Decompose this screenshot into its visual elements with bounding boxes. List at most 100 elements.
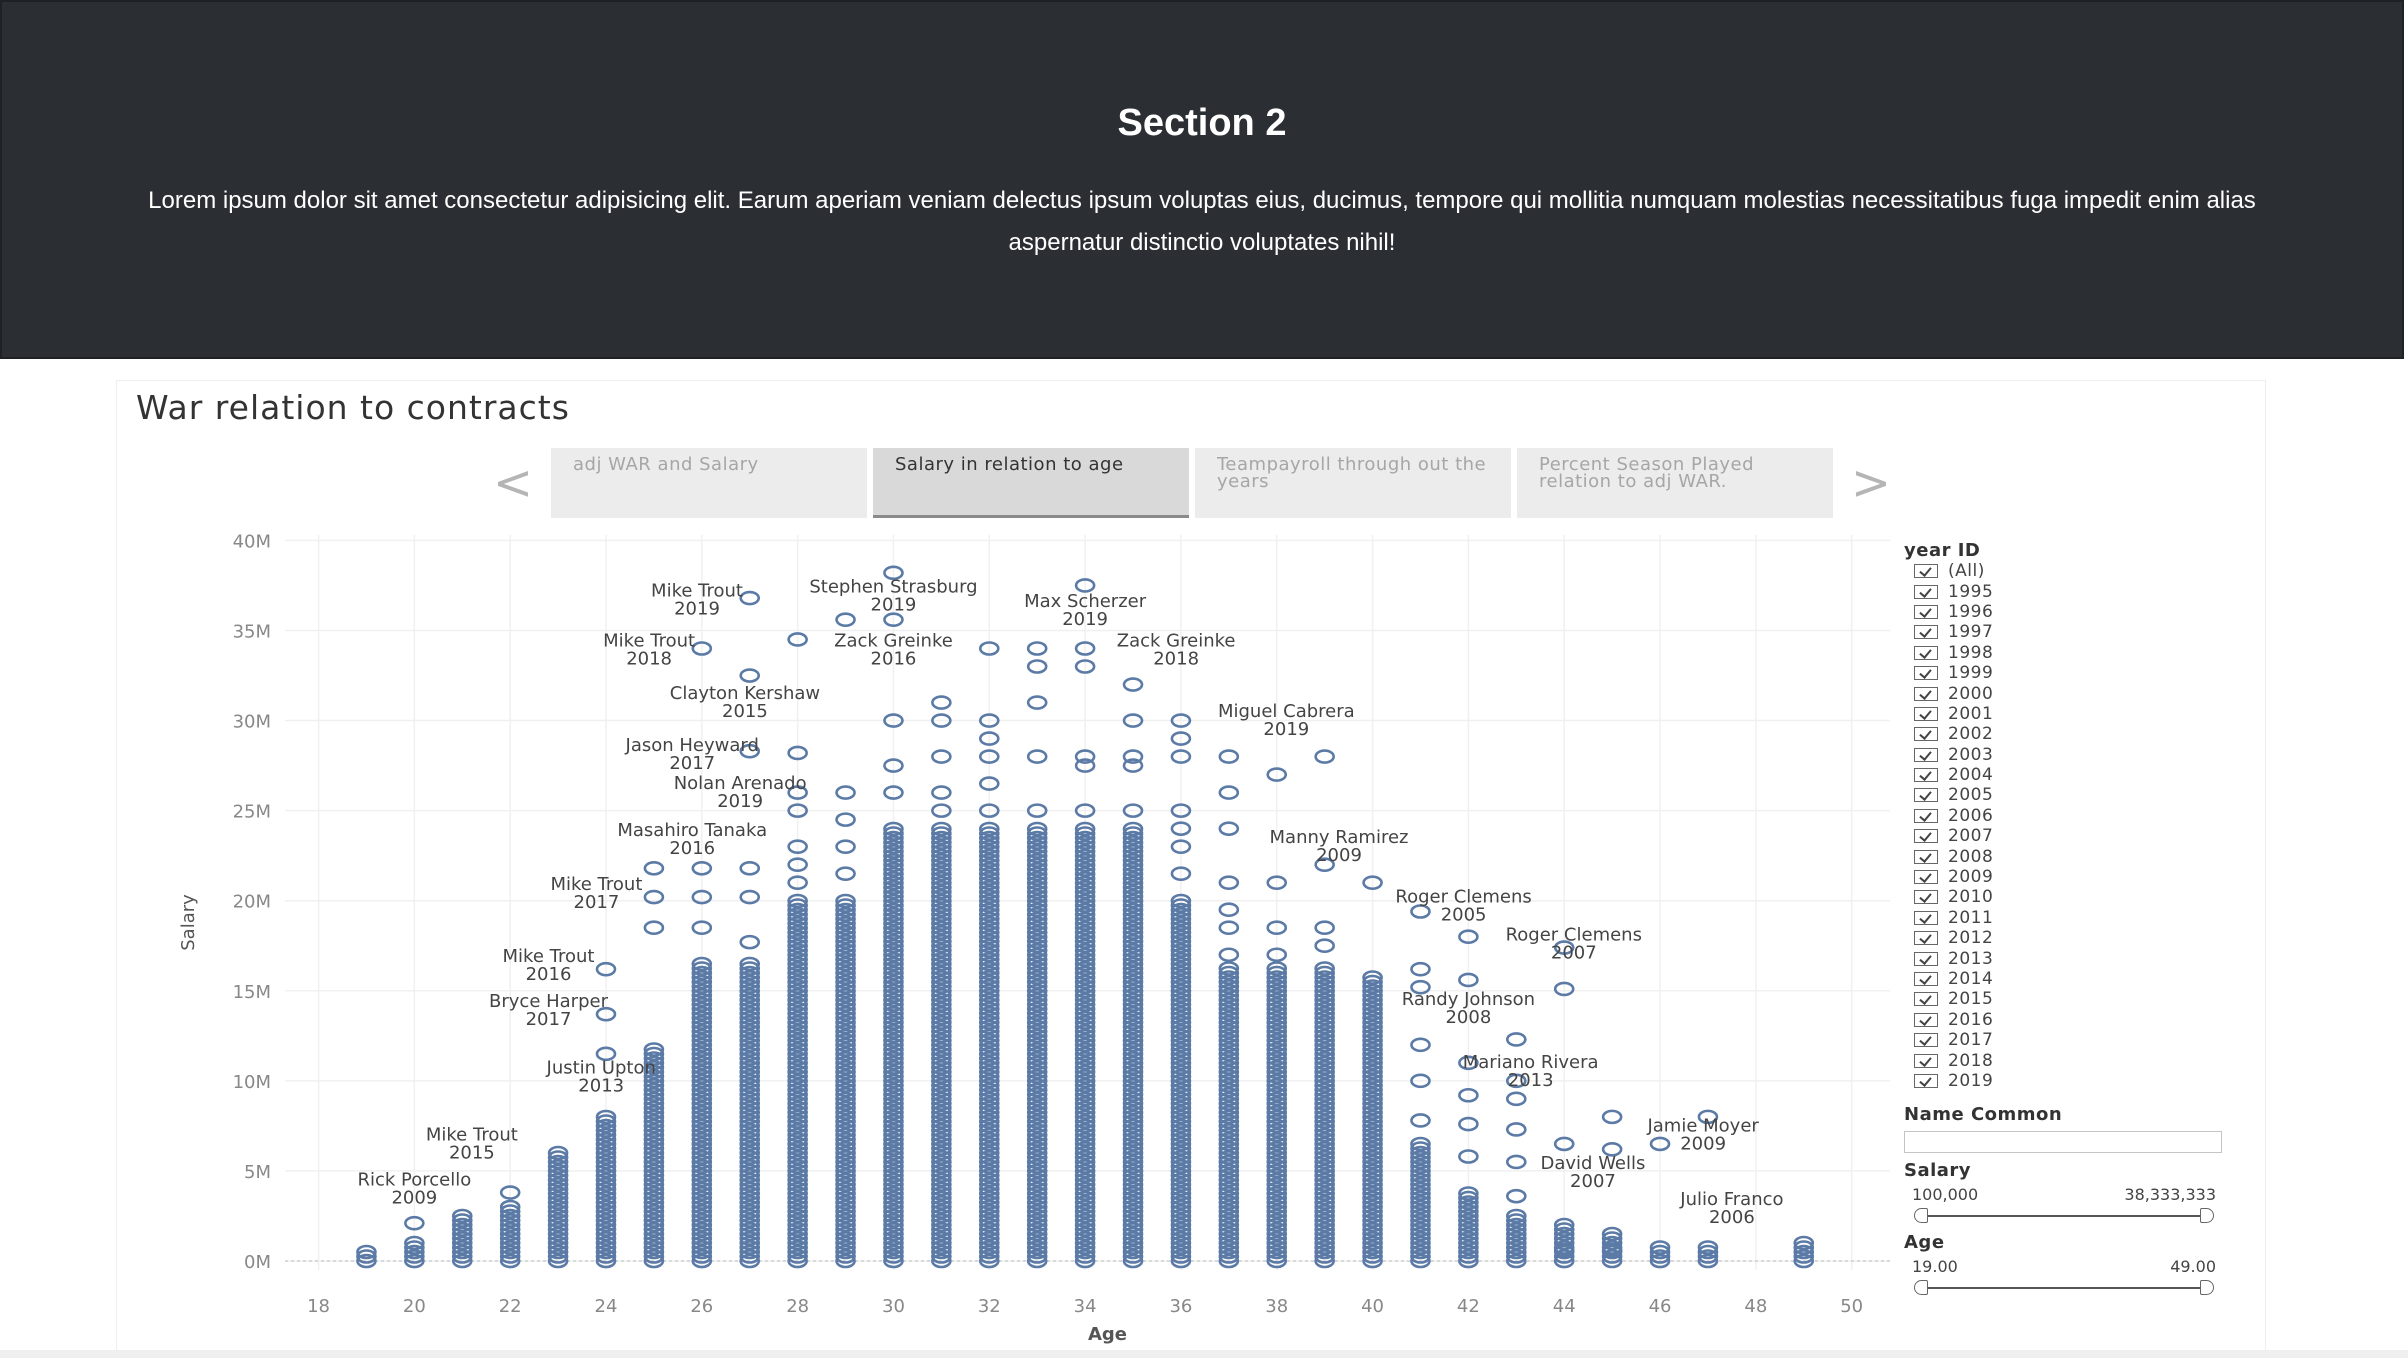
year-checkbox-row[interactable]: 2014 (1904, 969, 2234, 989)
year-checkbox-row[interactable]: 2013 (1904, 948, 2234, 969)
checkbox-checked-icon[interactable] (1914, 829, 1938, 844)
salary-point (1170, 1154, 1192, 1170)
year-checkbox-row[interactable]: 2006 (1904, 806, 2234, 826)
year-checkbox-row[interactable]: 2003 (1904, 745, 2234, 765)
checkbox-checked-icon[interactable] (1914, 564, 1938, 579)
year-checkbox-row[interactable]: 1998 (1904, 643, 2234, 663)
salary-point (978, 1051, 1000, 1066)
name-search-input[interactable] (1904, 1131, 2222, 1153)
checkbox-checked-icon[interactable] (1914, 849, 1938, 864)
salary-point (883, 1042, 904, 1057)
year-checkbox-row[interactable]: 1995 (1904, 581, 2234, 602)
salary-point (931, 956, 952, 972)
salary-point (1170, 1091, 1192, 1107)
salary-point (595, 1127, 617, 1143)
checkbox-checked-icon[interactable] (1914, 931, 1938, 946)
age-slider-min-handle[interactable] (1914, 1280, 1928, 1295)
salary-point (1122, 965, 1144, 981)
checkbox-checked-icon[interactable] (1914, 972, 1938, 986)
story-tab-salary-age[interactable]: Salary in relation to age (873, 448, 1189, 518)
salary-point (547, 1240, 569, 1255)
year-checkbox-row[interactable]: 2010 (1904, 887, 2234, 907)
checkbox-checked-icon[interactable] (1914, 808, 1938, 823)
year-checkbox-row[interactable]: 2009 (1904, 867, 2234, 887)
year-checkbox-label: 2009 (1948, 867, 1994, 888)
salary-point (931, 1177, 952, 1192)
year-checkbox-row[interactable]: 2001 (1904, 704, 2234, 724)
salary-point (1074, 1159, 1096, 1174)
checkbox-checked-icon[interactable] (1914, 727, 1938, 742)
checkbox-checked-icon[interactable] (1914, 625, 1938, 640)
checkbox-checked-icon[interactable] (1914, 747, 1938, 762)
salary-point (595, 1046, 617, 1062)
year-checkbox-row[interactable]: 2015 (1904, 989, 2234, 1009)
checkbox-checked-icon[interactable] (1914, 910, 1938, 925)
salary-point (931, 835, 952, 850)
salary-point (883, 916, 904, 931)
year-checkbox-row[interactable]: 2017 (1904, 1030, 2234, 1050)
salary-point (787, 1064, 808, 1080)
age-slider[interactable] (1914, 1278, 2214, 1298)
salary-point (1122, 1109, 1144, 1125)
salary-point (643, 1100, 665, 1116)
year-checkbox-row[interactable]: 1996 (1904, 602, 2234, 622)
age-slider-max-handle[interactable] (2200, 1280, 2214, 1295)
salary-slider[interactable] (1914, 1206, 2214, 1226)
story-next-arrow-icon[interactable]: > (1850, 455, 1892, 511)
annotation-year: 2013 (1508, 1070, 1554, 1091)
year-checkbox-row[interactable]: 2016 (1904, 1010, 2234, 1030)
salary-point (691, 1015, 713, 1030)
story-tab-teampayroll[interactable]: Teampayroll through out the years (1195, 448, 1511, 518)
checkbox-checked-icon[interactable] (1914, 604, 1938, 619)
checkbox-checked-icon[interactable] (1914, 788, 1938, 803)
checkbox-checked-icon[interactable] (1914, 992, 1938, 1007)
year-checkbox-row[interactable]: 2005 (1904, 785, 2234, 805)
salary-point (931, 1168, 952, 1183)
checkbox-checked-icon[interactable] (1914, 584, 1938, 599)
checkbox-checked-icon[interactable] (1914, 1033, 1938, 1048)
story-tab-percent-season[interactable]: Percent Season Played relation to adj WA… (1517, 448, 1833, 518)
checkbox-checked-icon[interactable] (1914, 1053, 1938, 1068)
checkbox-checked-icon[interactable] (1914, 951, 1938, 966)
checkbox-checked-icon[interactable] (1914, 1012, 1938, 1027)
salary-point (1026, 925, 1048, 940)
checkbox-checked-icon[interactable] (1914, 686, 1938, 701)
checkbox-checked-icon[interactable] (1914, 768, 1938, 783)
year-checkbox-row[interactable]: 2008 (1904, 846, 2234, 867)
story-prev-arrow-icon[interactable]: < (492, 455, 534, 511)
year-checkbox-row[interactable]: 2019 (1904, 1071, 2234, 1091)
salary-point (1314, 1217, 1335, 1233)
checkbox-checked-icon[interactable] (1914, 890, 1938, 905)
salary-point (1410, 1249, 1431, 1264)
checkbox-checked-icon[interactable] (1914, 666, 1938, 681)
year-checkbox-row[interactable]: 2018 (1904, 1050, 2234, 1071)
salary-point (499, 1222, 521, 1237)
year-checkbox-row[interactable]: 2000 (1904, 683, 2234, 704)
year-checkbox-row[interactable]: 2004 (1904, 765, 2234, 785)
salary-point (1026, 1015, 1048, 1030)
salary-point (1266, 988, 1288, 1003)
year-checkbox-row[interactable]: 1999 (1904, 663, 2234, 683)
checkbox-checked-icon[interactable] (1914, 706, 1938, 721)
salary-slider-max-handle[interactable] (2200, 1208, 2214, 1223)
salary-point (1218, 1253, 1240, 1269)
story-tab-adj-war-salary[interactable]: adj WAR and Salary (551, 448, 867, 518)
year-checkbox-row[interactable]: 2011 (1904, 908, 2234, 928)
salary-point (835, 992, 856, 1008)
year-checkbox-row[interactable]: 2012 (1904, 928, 2234, 948)
salary-point (1362, 1109, 1383, 1125)
checkbox-checked-icon[interactable] (1914, 1073, 1938, 1088)
checkbox-checked-icon[interactable] (1914, 870, 1938, 885)
checkbox-checked-icon[interactable] (1914, 645, 1938, 660)
salary-point (1362, 1159, 1383, 1174)
year-checkbox-row[interactable]: 2002 (1904, 724, 2234, 744)
salary-point (835, 1087, 856, 1102)
salary-point (931, 1051, 952, 1066)
year-checkbox-row[interactable]: (All) (1904, 561, 2234, 581)
age-column-marks (1218, 749, 1240, 1269)
salary-point (978, 1195, 1000, 1210)
year-checkbox-row[interactable]: 2007 (1904, 826, 2234, 846)
salary-slider-min-handle[interactable] (1914, 1208, 1928, 1223)
year-checkbox-row[interactable]: 1997 (1904, 622, 2234, 642)
salary-point (1314, 992, 1335, 1008)
